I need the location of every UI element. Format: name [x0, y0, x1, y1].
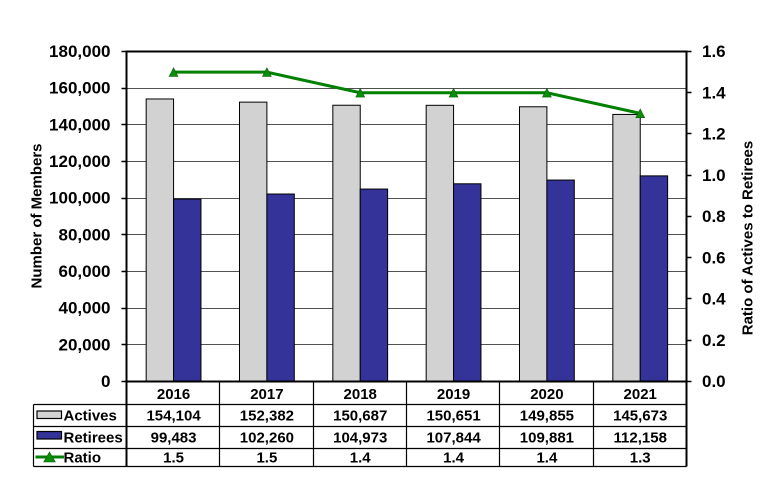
svg-text:Ratio: Ratio [64, 450, 102, 467]
svg-text:102,260: 102,260 [240, 430, 294, 447]
svg-text:Actives: Actives [64, 408, 117, 425]
svg-text:107,844: 107,844 [426, 430, 481, 447]
svg-text:60,000: 60,000 [59, 262, 111, 281]
svg-text:1.2: 1.2 [702, 125, 726, 144]
svg-text:120,000: 120,000 [49, 152, 110, 171]
svg-text:1.4: 1.4 [702, 83, 726, 102]
svg-text:2019: 2019 [437, 386, 470, 403]
svg-text:104,973: 104,973 [333, 430, 387, 447]
svg-text:109,881: 109,881 [520, 430, 574, 447]
svg-text:40,000: 40,000 [59, 299, 111, 318]
svg-text:140,000: 140,000 [49, 115, 110, 134]
svg-text:1.3: 1.3 [630, 450, 651, 467]
svg-text:20,000: 20,000 [59, 335, 111, 354]
svg-text:112,158: 112,158 [614, 430, 667, 447]
svg-text:1.4: 1.4 [350, 450, 372, 467]
svg-text:100,000: 100,000 [49, 189, 110, 208]
svg-text:2016: 2016 [157, 386, 190, 403]
svg-text:99,483: 99,483 [151, 430, 197, 447]
svg-text:2017: 2017 [250, 386, 283, 403]
svg-text:0.0: 0.0 [702, 372, 726, 391]
svg-text:1.4: 1.4 [443, 450, 465, 467]
svg-text:Ratio of Actives to Retirees: Ratio of Actives to Retirees [740, 141, 757, 336]
svg-text:1.0: 1.0 [702, 166, 726, 185]
svg-text:0: 0 [101, 372, 110, 391]
svg-text:149,855: 149,855 [520, 408, 574, 425]
svg-text:0.4: 0.4 [702, 290, 726, 309]
svg-text:150,687: 150,687 [333, 408, 387, 425]
svg-text:180,000: 180,000 [49, 42, 110, 61]
svg-text:2018: 2018 [344, 386, 377, 403]
svg-text:145,673: 145,673 [613, 408, 667, 425]
svg-text:1.5: 1.5 [256, 450, 277, 467]
svg-text:2021: 2021 [624, 386, 657, 403]
svg-text:0.8: 0.8 [702, 207, 726, 226]
svg-text:1.5: 1.5 [163, 450, 184, 467]
svg-text:154,104: 154,104 [146, 408, 201, 425]
svg-text:1.4: 1.4 [536, 450, 558, 467]
svg-text:150,651: 150,651 [426, 408, 480, 425]
svg-text:80,000: 80,000 [59, 225, 111, 244]
svg-text:152,382: 152,382 [240, 408, 294, 425]
svg-text:0.6: 0.6 [702, 248, 726, 267]
svg-text:0.2: 0.2 [702, 331, 726, 350]
svg-text:2020: 2020 [530, 386, 563, 403]
svg-text:1.6: 1.6 [702, 42, 726, 61]
svg-text:160,000: 160,000 [49, 79, 110, 98]
svg-text:Retirees: Retirees [64, 430, 123, 447]
svg-text:Number of Members: Number of Members [29, 143, 46, 288]
